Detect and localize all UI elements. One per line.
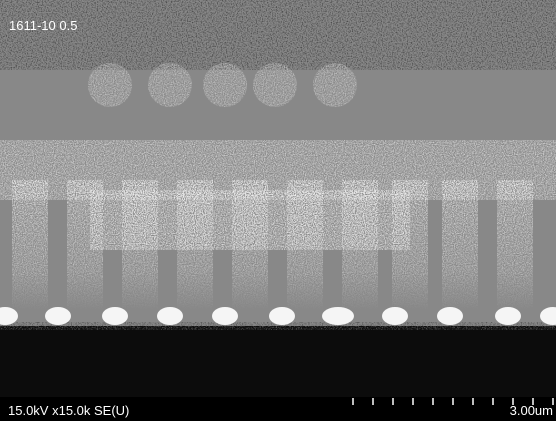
column: [497, 180, 533, 310]
faint-blob: [253, 63, 297, 107]
bump: [495, 307, 521, 325]
column: [12, 180, 48, 310]
micrograph: 1611-10 0.5 15.0kV x15.0k SE(U) 3.00um: [0, 0, 556, 421]
column: [287, 180, 323, 310]
column: [232, 180, 268, 310]
bump: [437, 307, 463, 325]
column: [177, 180, 213, 310]
faint-blob: [313, 63, 357, 107]
bump: [45, 307, 71, 325]
bump: [102, 307, 128, 325]
bump: [382, 307, 408, 325]
substrate: [0, 326, 556, 397]
column: [392, 180, 428, 310]
faint-blob: [88, 63, 132, 107]
column: [342, 180, 378, 310]
column: [122, 180, 158, 310]
scale-label: 3.00um: [510, 403, 553, 418]
settings-label: 15.0kV x15.0k SE(U): [8, 403, 129, 418]
bump: [269, 307, 295, 325]
bump: [157, 307, 183, 325]
dark-speckle: [0, 0, 556, 70]
bump: [322, 307, 354, 325]
faint-blob: [148, 63, 192, 107]
column: [67, 180, 103, 310]
sample-label: 1611-10 0.5: [9, 18, 77, 33]
faint-blob: [203, 63, 247, 107]
column: [442, 180, 478, 310]
page: {"image": {"label": "1611-10 0.5"}, "inf…: [0, 0, 556, 421]
bump: [212, 307, 238, 325]
